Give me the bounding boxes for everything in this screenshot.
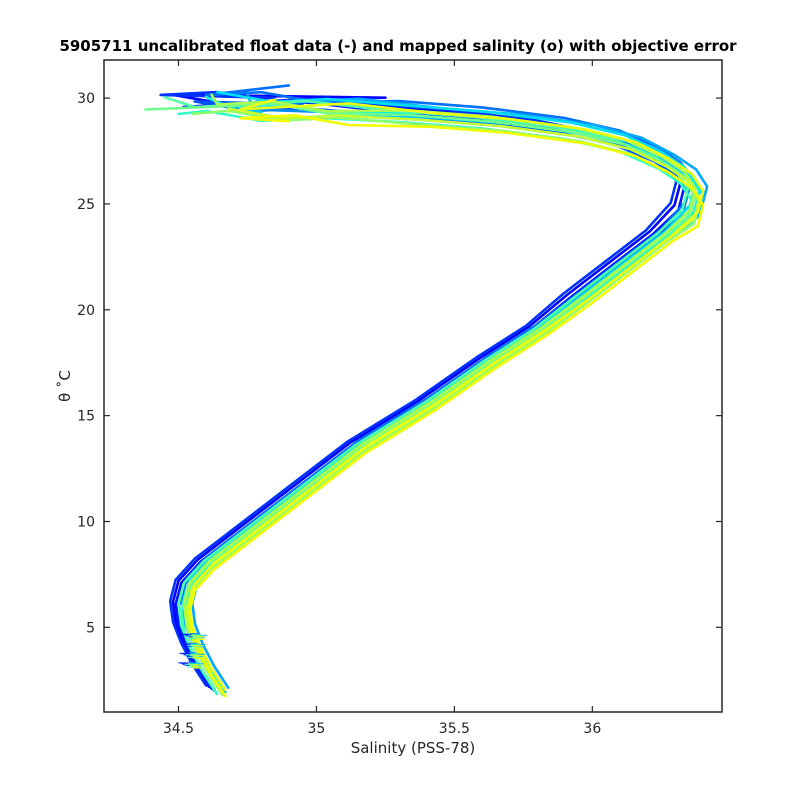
y-axis-label: θ ˚C — [56, 370, 74, 402]
x-axis-ticks: 34.5 35 35.5 36 — [163, 60, 601, 737]
float-profile-line — [188, 98, 705, 692]
chart-title: 5905711 uncalibrated float data (-) and … — [59, 37, 737, 55]
y-tick-label: 10 — [77, 514, 95, 530]
y-tick-label: 20 — [77, 303, 95, 319]
y-tick-label: 15 — [77, 409, 95, 425]
y-tick-label: 5 — [86, 620, 95, 636]
x-tick-label: 35 — [308, 721, 326, 737]
y-tick-label: 25 — [77, 197, 95, 213]
x-tick-label: 34.5 — [163, 721, 194, 737]
float-profile-line — [188, 114, 705, 698]
float-profile-line — [159, 90, 678, 687]
x-tick-label: 35.5 — [439, 721, 470, 737]
float-profile-line — [170, 93, 682, 688]
plot-frame — [103, 59, 723, 713]
mapped-salinity-markers — [178, 633, 208, 669]
x-tick-label: 36 — [583, 721, 601, 737]
y-tick-label: 30 — [77, 91, 95, 107]
x-axis-label: Salinity (PSS-78) — [351, 739, 476, 757]
series-layer — [144, 84, 709, 698]
y-axis-ticks: 5 10 15 20 25 30 — [77, 91, 722, 636]
